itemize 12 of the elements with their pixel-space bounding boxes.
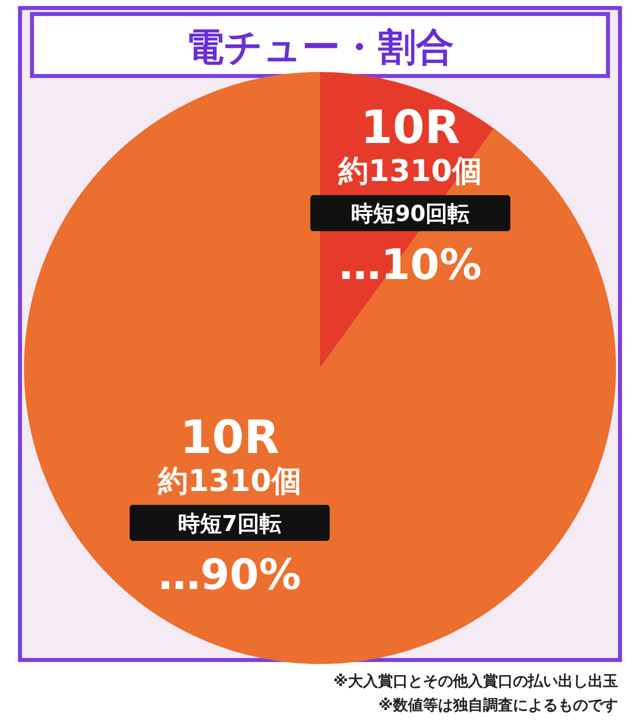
data-label: …10%	[339, 240, 482, 290]
text: ※数値等は独自調査によるものです	[378, 696, 618, 714]
chart-title: 電チュー・割合	[186, 25, 454, 69]
text: 約1310個	[156, 464, 302, 499]
text: 約1310個	[338, 154, 482, 190]
text: ※大入賞口とその他入賞口の払い出し出玉	[333, 672, 618, 690]
pie-slice	[24, 72, 616, 664]
text: 10R	[360, 100, 460, 154]
data-label: …90%	[158, 550, 301, 599]
text: 10R	[180, 410, 280, 464]
slice-label: 時短7回転	[178, 512, 282, 537]
slice-label: 時短90回転	[350, 202, 470, 228]
